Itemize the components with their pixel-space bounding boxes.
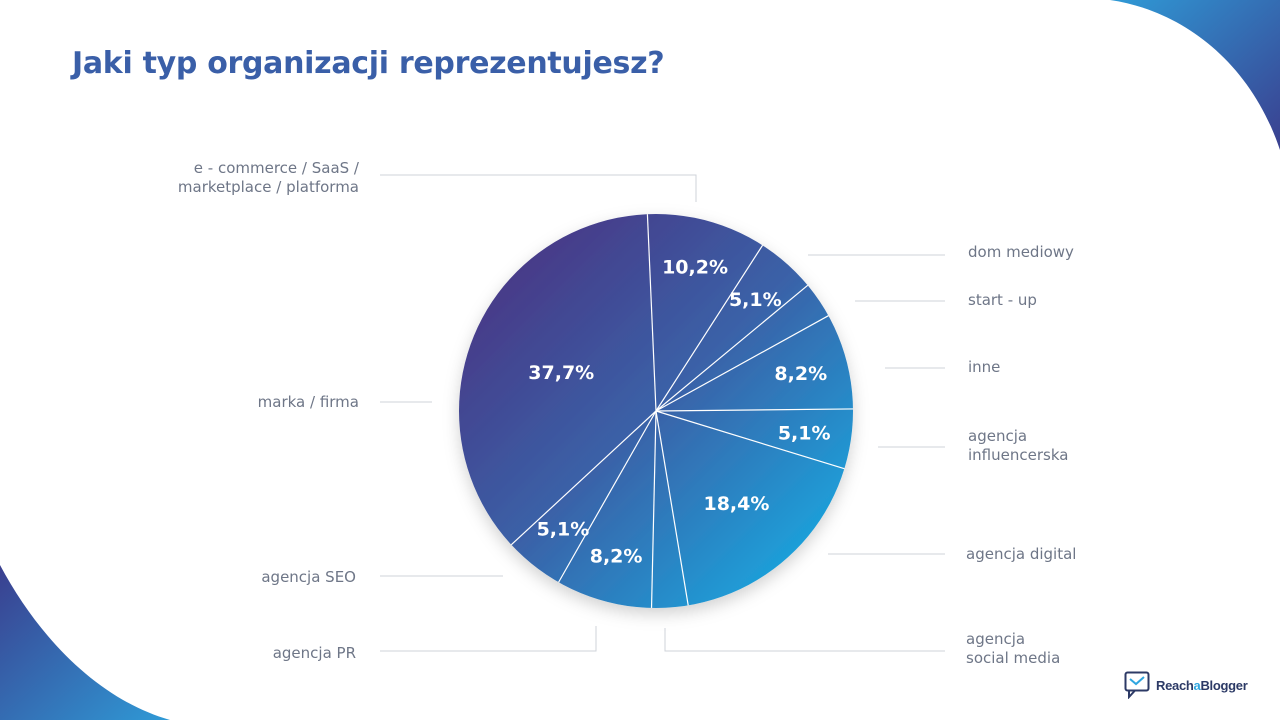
label-dom-mediowy: dom mediowy [968,243,1074,261]
pie-value-label: 5,1% [778,422,831,444]
pie-value-label: 8,2% [774,363,827,385]
label-digital: agencja digital [966,545,1077,563]
brand-logo: ReachaBlogger [1124,670,1248,700]
label-inne: inne [968,358,1001,376]
label-pr: agencja PR [272,644,356,662]
label-influencer-line2: influencerska [968,446,1069,464]
leader-social [664,628,945,652]
corner-decoration-bottom-left [0,565,170,720]
pie-value-label: 37,7% [528,362,594,384]
leader-lines [380,174,945,652]
pie-slice-divider [655,315,829,412]
label-startup: start - up [968,291,1037,309]
logo-accent: a [1193,677,1201,693]
label-ecommerce-line2: marketplace / platforma [177,178,359,196]
pie-slice-divider [646,214,657,412]
label-ecommerce: e - commerce / SaaS / marketplace / plat… [140,159,359,197]
label-social-line1: agencja [966,630,1026,648]
pie-value-label: 5,1% [729,289,782,311]
pie-value-label: 18,4% [703,493,769,515]
pie-slice-divider [510,410,657,546]
logo-suffix: Blogger [1200,677,1248,693]
label-ecommerce-line1: e - commerce / SaaS / [193,159,359,177]
pie-value-labels: 10,2%5,1%8,2%5,1%18,4%8,2%5,1%37,7% [528,256,830,567]
label-seo: agencja SEO [261,568,356,586]
pie-value-label: 8,2% [590,545,643,567]
label-influencer-line1: agencja [968,427,1028,445]
chat-bubble-icon [1124,671,1150,699]
leader-ecommerce [380,174,697,202]
pie-value-label: 10,2% [662,256,728,278]
page-title: Jaki typ organizacji reprezentujesz? [72,46,665,81]
pie-slice-divider [655,410,689,606]
pie-slice-divider [655,244,764,412]
leader-pr [380,626,597,652]
pie-dividers [510,214,853,608]
brand-logo-text: ReachaBlogger [1156,677,1248,693]
label-social-line2: social media [966,649,1061,667]
pie-slice-divider [655,408,853,412]
logo-prefix: Reach [1156,677,1194,693]
label-influencer: agencja influencerska [968,427,1068,465]
corner-decoration-top-right [1110,0,1280,150]
label-marka: marka / firma [257,393,359,411]
pie-value-label: 5,1% [537,518,590,540]
pie-slice-divider [655,410,845,470]
pie-slice-divider [650,410,657,608]
pie-slice-divider [655,284,809,412]
pie-slice-divider [558,410,657,583]
label-social-media: agencja social media [966,630,1060,668]
